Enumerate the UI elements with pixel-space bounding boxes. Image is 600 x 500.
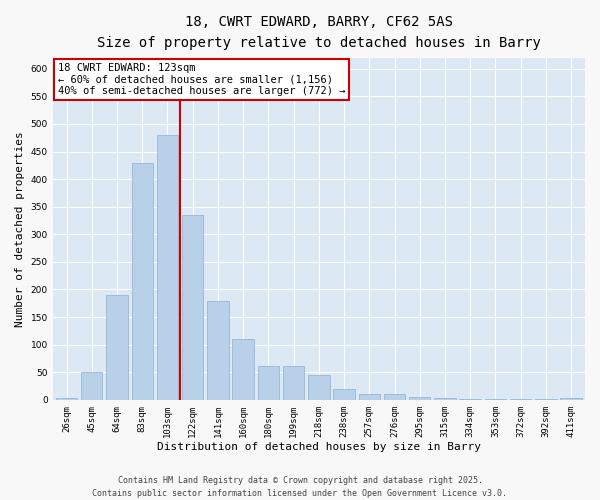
Bar [560,398,582,400]
Y-axis label: Number of detached properties: Number of detached properties [15,131,25,326]
Bar [207,300,229,400]
Title: 18, CWRT EDWARD, BARRY, CF62 5AS
Size of property relative to detached houses in: 18, CWRT EDWARD, BARRY, CF62 5AS Size of… [97,15,541,50]
Bar [81,372,103,400]
Bar [384,394,405,400]
X-axis label: Distribution of detached houses by size in Barry: Distribution of detached houses by size … [157,442,481,452]
Bar [359,394,380,400]
Bar [334,389,355,400]
Text: 18 CWRT EDWARD: 123sqm
← 60% of detached houses are smaller (1,156)
40% of semi-: 18 CWRT EDWARD: 123sqm ← 60% of detached… [58,63,346,96]
Text: Contains HM Land Registry data © Crown copyright and database right 2025.
Contai: Contains HM Land Registry data © Crown c… [92,476,508,498]
Bar [409,397,430,400]
Bar [510,398,532,400]
Bar [182,215,203,400]
Bar [157,135,178,400]
Bar [460,398,481,400]
Bar [434,398,456,400]
Bar [131,162,153,400]
Bar [257,366,279,400]
Bar [308,375,329,400]
Bar [56,398,77,400]
Bar [283,366,304,400]
Bar [106,295,128,400]
Bar [232,339,254,400]
